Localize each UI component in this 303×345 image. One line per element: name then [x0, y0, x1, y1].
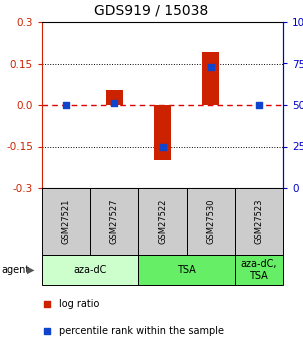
Text: percentile rank within the sample: percentile rank within the sample — [59, 326, 224, 336]
Point — [64, 102, 68, 108]
Bar — [154, 105, 171, 160]
Text: GSM27522: GSM27522 — [158, 199, 167, 244]
Text: agent: agent — [2, 265, 30, 275]
Bar — [235, 255, 283, 285]
Text: log ratio: log ratio — [59, 299, 99, 309]
Text: GSM27521: GSM27521 — [62, 199, 71, 244]
Point — [160, 144, 165, 149]
Bar — [42, 188, 90, 255]
Point — [45, 301, 49, 306]
Bar — [235, 188, 283, 255]
Bar — [187, 188, 235, 255]
Point — [256, 102, 261, 108]
Text: aza-dC: aza-dC — [74, 265, 107, 275]
Text: aza-dC,
TSA: aza-dC, TSA — [241, 259, 277, 281]
Text: GDS919 / 15038: GDS919 / 15038 — [94, 4, 209, 18]
Bar — [138, 255, 235, 285]
Bar — [106, 90, 123, 105]
Text: TSA: TSA — [177, 265, 196, 275]
Text: GSM27527: GSM27527 — [110, 199, 119, 244]
Text: GSM27530: GSM27530 — [206, 199, 215, 244]
Bar — [42, 255, 138, 285]
Text: ▶: ▶ — [27, 265, 35, 275]
Bar — [202, 52, 219, 105]
Bar — [138, 188, 187, 255]
Point — [45, 328, 49, 334]
Point — [208, 64, 213, 70]
Point — [112, 101, 117, 106]
Text: GSM27523: GSM27523 — [255, 199, 263, 244]
Bar — [90, 188, 138, 255]
